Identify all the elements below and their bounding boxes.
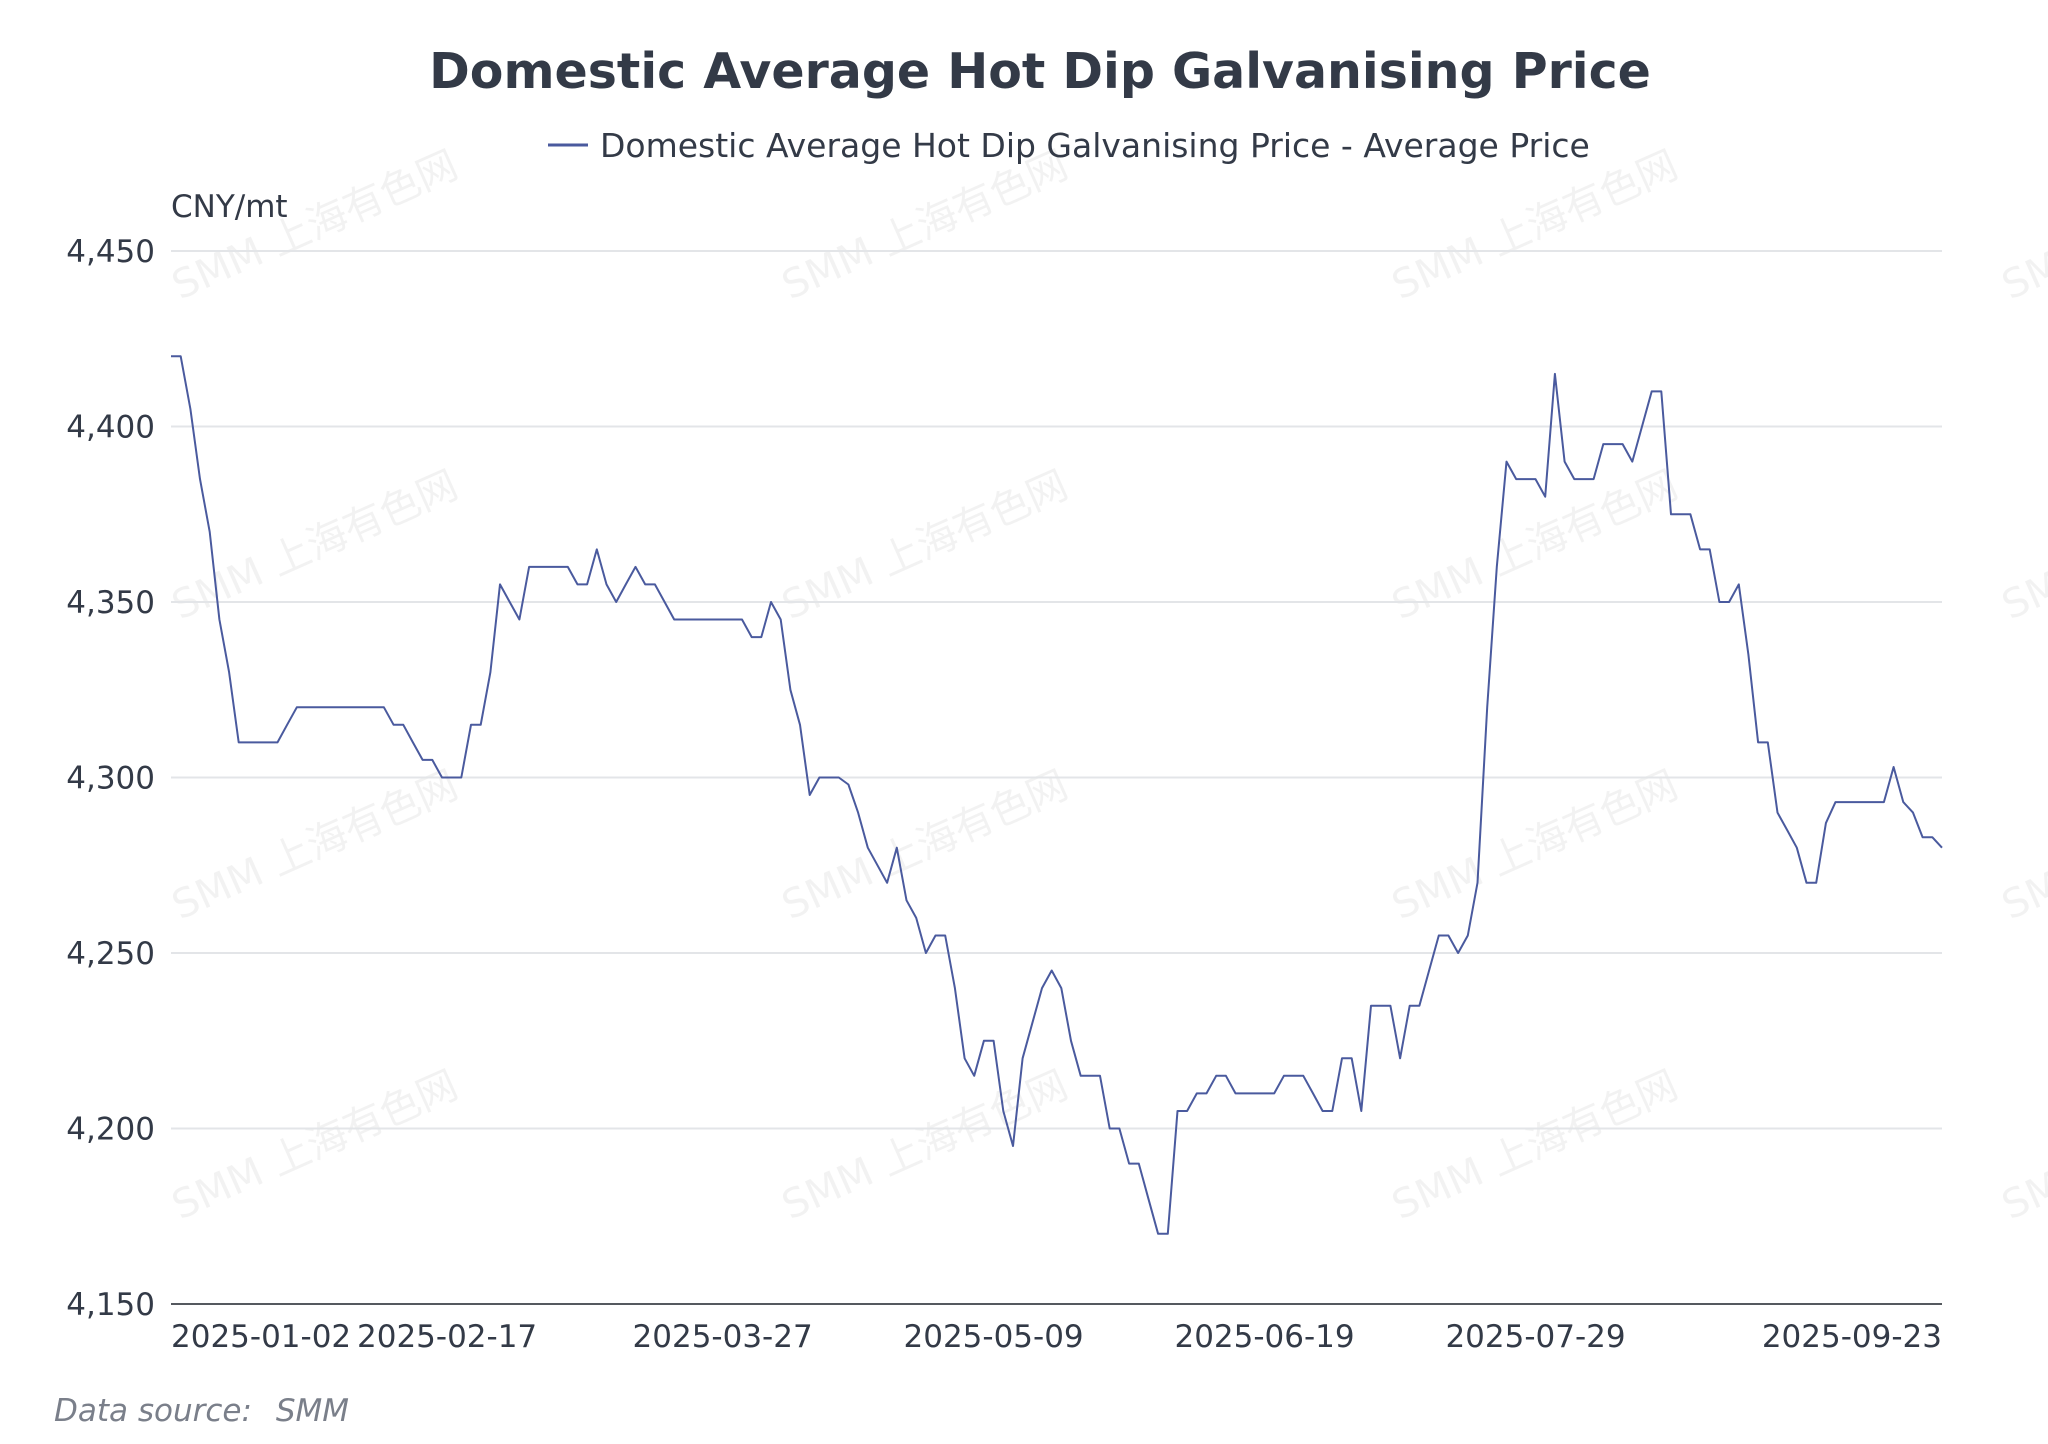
y-tick-label: 4,450 — [66, 234, 155, 270]
x-tick-label: 2025-03-27 — [633, 1319, 813, 1355]
data-source: Data source: SMM — [54, 1393, 349, 1429]
watermark-text: SMM 上海有色网 — [775, 462, 1074, 629]
watermark-text: SMM 上海有色网 — [775, 1062, 1074, 1229]
watermark-text: SMM 上海有色网 — [775, 762, 1074, 929]
y-tick-label: 4,150 — [66, 1287, 155, 1323]
watermark-text: SMM 上海有色网 — [1995, 1062, 2048, 1229]
watermark-text: SMM 上海有色网 — [1385, 762, 1684, 929]
data-source-value: SMM — [276, 1393, 349, 1429]
watermark-text: SMM 上海有色网 — [1385, 462, 1684, 629]
x-tick-label: 2025-06-19 — [1174, 1319, 1354, 1355]
watermark-text: SMM 上海有色网 — [165, 142, 464, 309]
x-axis-ticks: 2025-01-02 2025-02-17 2025-03-27 2025-05-09… — [171, 1319, 1942, 1355]
y-axis-unit-label: CNY/mt — [171, 189, 288, 225]
chart-title: Domestic Average Hot Dip Galvanising Pri… — [429, 43, 1651, 100]
gridlines — [171, 250, 1942, 1130]
watermark-text: SMM 上海有色网 — [1385, 142, 1684, 309]
watermark-text: SMM 上海有色网 — [775, 142, 1074, 309]
watermark-text: SMM 上海有色网 — [1385, 1062, 1684, 1229]
watermark-text: SMM 上海有色网 — [1995, 462, 2048, 629]
x-tick-label: 2025-02-17 — [357, 1319, 537, 1355]
legend[interactable]: Domestic Average Hot Dip Galvanising Pri… — [548, 126, 1590, 165]
y-tick-label: 4,300 — [66, 761, 155, 797]
watermark-text: SMM 上海有色网 — [165, 762, 464, 929]
x-tick-label: 2025-05-09 — [904, 1319, 1084, 1355]
x-tick-label: 2025-07-29 — [1445, 1319, 1625, 1355]
watermark-layer: SMM 上海有色网 SMM 上海有色网 SMM 上海有色网 SMM 上海有色网 SMM … — [165, 142, 2048, 1229]
y-tick-label: 4,350 — [66, 585, 155, 621]
y-tick-label: 4,250 — [66, 936, 155, 972]
watermark-text: SMM 上海有色网 — [1995, 762, 2048, 929]
y-tick-label: 4,400 — [66, 410, 155, 446]
watermark-text: SMM 上海有色网 — [1995, 142, 2048, 309]
watermark-text: SMM 上海有色网 — [165, 1062, 464, 1229]
y-tick-label: 4,200 — [66, 1112, 155, 1148]
data-source-label: Data source: — [54, 1393, 252, 1429]
x-tick-label: 2025-01-02 — [171, 1319, 351, 1355]
legend-label: Domestic Average Hot Dip Galvanising Pri… — [600, 126, 1590, 165]
series-line[interactable] — [171, 355, 1943, 1235]
x-tick-label: 2025-09-23 — [1762, 1319, 1942, 1355]
y-axis-ticks: 4,450 4,400 4,350 4,300 4,250 4,200 4,150 — [66, 234, 155, 1323]
